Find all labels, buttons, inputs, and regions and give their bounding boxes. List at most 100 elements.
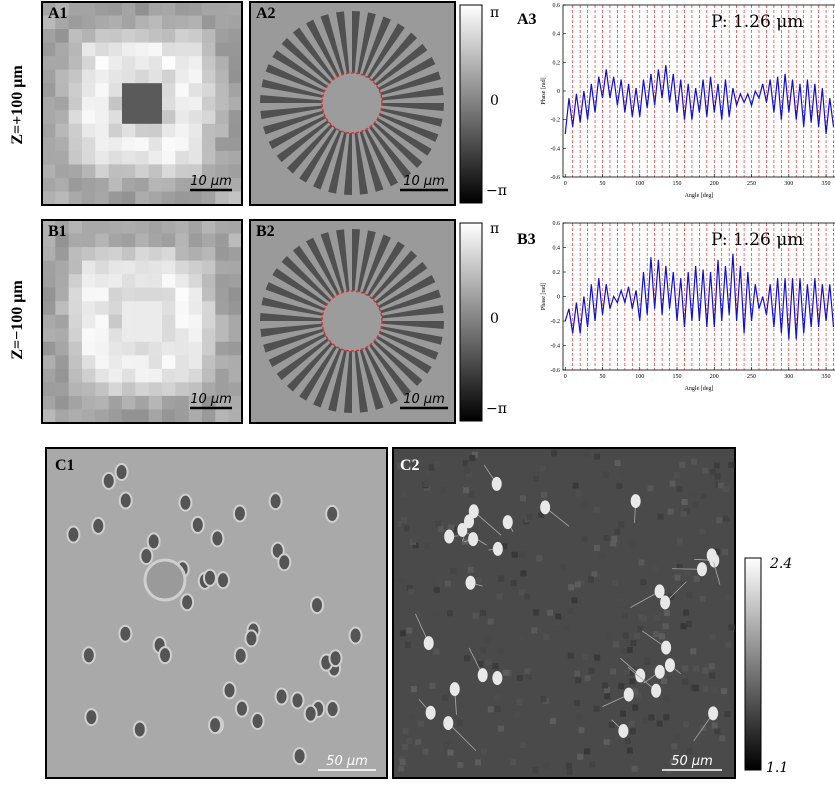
texture: [684, 570, 691, 577]
pixel: [188, 260, 203, 275]
y-tick-label: -0.2: [551, 118, 561, 124]
texture: [662, 623, 669, 630]
pixel: [188, 247, 203, 262]
x-tick-label: 150: [673, 374, 682, 380]
pixel: [95, 164, 110, 179]
texture: [547, 609, 554, 616]
pixel: [122, 164, 136, 179]
texture: [402, 727, 409, 734]
pixel: [108, 123, 123, 138]
pixel: [215, 2, 230, 17]
pixel: [148, 260, 163, 275]
texture: [399, 463, 406, 470]
pixel: [202, 110, 216, 125]
neuron: [696, 562, 707, 577]
pixel: [82, 15, 96, 30]
texture: [532, 767, 539, 774]
texture: [582, 500, 589, 507]
pixel: [55, 382, 70, 397]
pixel: [148, 247, 163, 262]
texture: [471, 451, 478, 458]
texture: [589, 761, 596, 768]
pixel: [122, 56, 136, 71]
pixel: [55, 15, 70, 30]
pixel: [175, 341, 190, 356]
spoke: [381, 321, 444, 330]
texture: [412, 536, 419, 543]
pixel: [175, 260, 190, 275]
pixel: [82, 2, 96, 17]
cell: [118, 624, 133, 643]
spoke: [374, 43, 428, 86]
texture: [716, 517, 723, 524]
spoke: [276, 338, 330, 381]
texture: [574, 670, 581, 677]
pixel: [215, 247, 230, 262]
pixel: [122, 395, 136, 410]
pixel: [162, 164, 176, 179]
row-label: Z=−100 μm: [9, 280, 26, 360]
pixel: [135, 409, 150, 424]
pixel: [175, 328, 190, 343]
texture: [588, 667, 595, 674]
texture: [464, 655, 471, 662]
panel-label: C2: [400, 457, 420, 474]
spoke: [357, 230, 376, 293]
pixel: [82, 220, 96, 235]
texture: [432, 611, 439, 618]
cell: [118, 491, 133, 510]
pixel: [175, 355, 190, 370]
pixel: [108, 314, 123, 329]
pixel: [228, 29, 243, 44]
texture: [606, 632, 613, 639]
texture: [540, 695, 547, 702]
pixel: [135, 355, 150, 370]
texture: [567, 652, 574, 659]
pixel: [95, 355, 110, 370]
spoke: [343, 350, 352, 413]
pixel: [82, 123, 96, 138]
pixel: [122, 287, 136, 302]
neuron: [443, 716, 454, 731]
texture: [628, 720, 635, 727]
texture: [578, 727, 585, 734]
pixel: [135, 220, 150, 235]
spoke: [376, 336, 432, 374]
y-tick-label: -0.4: [551, 146, 561, 152]
texture: [514, 711, 521, 718]
pixel: [82, 355, 96, 370]
pixel: [122, 83, 136, 98]
pixel: [42, 220, 56, 235]
pixel: [68, 233, 83, 248]
texture: [594, 654, 601, 661]
pixel: [95, 56, 110, 71]
pixel: [188, 220, 203, 235]
neurite: [447, 722, 477, 751]
texture: [634, 691, 641, 698]
spoke: [260, 323, 323, 337]
spoke: [381, 305, 444, 319]
texture: [593, 705, 600, 712]
cell: [303, 704, 318, 723]
pixel: [122, 220, 136, 235]
spoke: [380, 326, 443, 345]
pixel: [188, 287, 203, 302]
pixel: [202, 328, 216, 343]
pixel: [162, 301, 176, 316]
texture: [555, 613, 562, 620]
pixel: [162, 29, 176, 44]
pixel: [215, 56, 230, 71]
texture: [656, 720, 663, 727]
y-tick-label: 0.2: [553, 270, 561, 276]
pixel: [135, 395, 150, 410]
pixel: [55, 150, 70, 165]
spoke: [299, 127, 337, 183]
pixel: [202, 2, 216, 17]
pixel: [55, 274, 70, 289]
cell: [84, 708, 99, 727]
texture: [693, 685, 700, 692]
texture: [694, 508, 701, 515]
pixel: [108, 274, 123, 289]
pixel: [202, 69, 216, 84]
pixel: [202, 123, 216, 138]
